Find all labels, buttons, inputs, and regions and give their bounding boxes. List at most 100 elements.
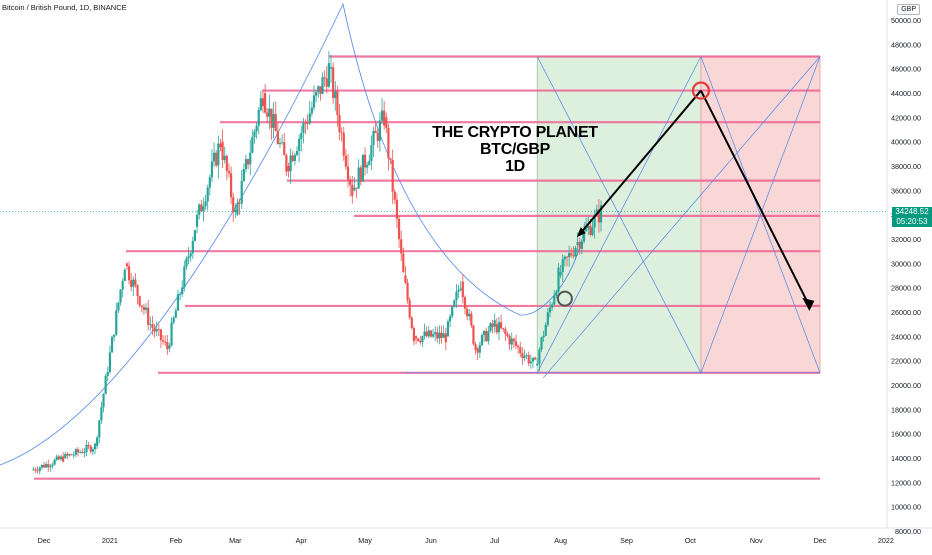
candle-body	[383, 110, 386, 126]
y-tick-label: 18000.00	[891, 405, 921, 414]
candle-body	[244, 159, 248, 170]
candle-body	[321, 77, 324, 94]
candle-body	[563, 256, 566, 260]
candle-body	[64, 453, 67, 458]
candle-body	[329, 67, 333, 69]
candle-body	[361, 154, 365, 182]
candle-body	[142, 307, 146, 310]
candle-body	[81, 451, 84, 453]
candle-body	[108, 352, 112, 373]
candle-body	[508, 336, 511, 345]
candle-body	[227, 171, 231, 174]
candle-body	[585, 228, 588, 231]
candle-body	[419, 340, 422, 343]
candle-body	[62, 456, 65, 462]
candle-body	[47, 464, 50, 468]
candle-body	[499, 322, 503, 329]
candle-body	[236, 203, 239, 215]
y-tick-label: 32000.00	[891, 235, 921, 244]
candle-body	[117, 302, 120, 311]
candle-body	[557, 267, 560, 292]
candle-body	[340, 132, 343, 133]
candle-body	[538, 349, 541, 364]
candle-body	[400, 239, 403, 254]
candle-body	[181, 287, 184, 295]
candle-body	[121, 281, 124, 290]
candle-body	[212, 152, 216, 162]
countdown-tag: 05:20:53	[892, 217, 932, 227]
candle-body	[395, 199, 399, 219]
candle-body	[272, 114, 275, 128]
fib-line	[536, 56, 702, 373]
candle-body	[540, 337, 543, 350]
x-tick-label: 2022	[878, 536, 894, 545]
candle-body	[517, 345, 520, 348]
candle-body	[208, 177, 211, 188]
candle-body	[551, 304, 554, 308]
candle-body	[453, 300, 456, 307]
candle-body	[202, 206, 205, 212]
candle-body	[306, 123, 309, 124]
candle-body	[408, 300, 411, 318]
candle-body	[434, 332, 437, 335]
candle-body	[38, 467, 41, 472]
candle-body	[425, 331, 428, 337]
candle-body	[338, 115, 341, 133]
candle-body	[257, 109, 260, 126]
candle-body	[591, 227, 594, 235]
candle-body	[519, 347, 522, 354]
candle-body	[164, 341, 167, 343]
candle-body	[336, 91, 339, 116]
candle-body	[210, 161, 214, 178]
candle-body	[59, 456, 63, 460]
candle-body	[359, 167, 362, 182]
candle-body	[402, 253, 405, 273]
candle-body	[223, 155, 226, 161]
candle-body	[310, 107, 313, 114]
candle-body	[225, 155, 228, 172]
candle-body	[410, 317, 413, 329]
candle-body	[565, 256, 569, 258]
x-tick-label: Apr	[296, 536, 308, 545]
candle-body	[561, 259, 564, 273]
candle-body	[446, 321, 450, 337]
candle-body	[89, 446, 92, 452]
candle-body	[582, 230, 586, 242]
projection-arrow-down	[700, 90, 811, 307]
currency-badge[interactable]: GBP	[897, 4, 920, 15]
candle-body	[266, 112, 269, 117]
candle-body	[259, 98, 262, 110]
candle-body	[144, 307, 148, 310]
annotation-line-2: BTC/GBP	[480, 141, 550, 158]
candle-body	[485, 330, 488, 342]
candle-body	[151, 324, 154, 328]
candle-body	[572, 255, 575, 257]
candle-body	[597, 209, 600, 223]
candle-body	[397, 218, 401, 240]
candle-body	[440, 332, 443, 338]
candle-body	[351, 184, 354, 196]
candle-body	[274, 114, 277, 132]
candle-body	[504, 329, 507, 334]
candle-body	[66, 453, 69, 456]
candle-body	[170, 322, 173, 346]
candle-body	[113, 334, 116, 337]
candle-body	[376, 132, 379, 141]
candle-body	[580, 241, 583, 249]
candle-body	[525, 355, 528, 356]
candle-body	[542, 335, 545, 338]
entry-circle-grey	[556, 290, 573, 307]
candle-body	[463, 297, 467, 309]
candle-body	[493, 320, 496, 327]
price-axis-background	[887, 0, 932, 550]
candle-body	[221, 141, 224, 161]
candle-body	[85, 444, 88, 452]
candle-body	[393, 191, 396, 200]
candle-body	[327, 63, 330, 87]
candle-body	[136, 285, 139, 297]
candle-body	[332, 67, 335, 98]
candle-body	[232, 197, 235, 213]
candle-body	[423, 331, 426, 337]
